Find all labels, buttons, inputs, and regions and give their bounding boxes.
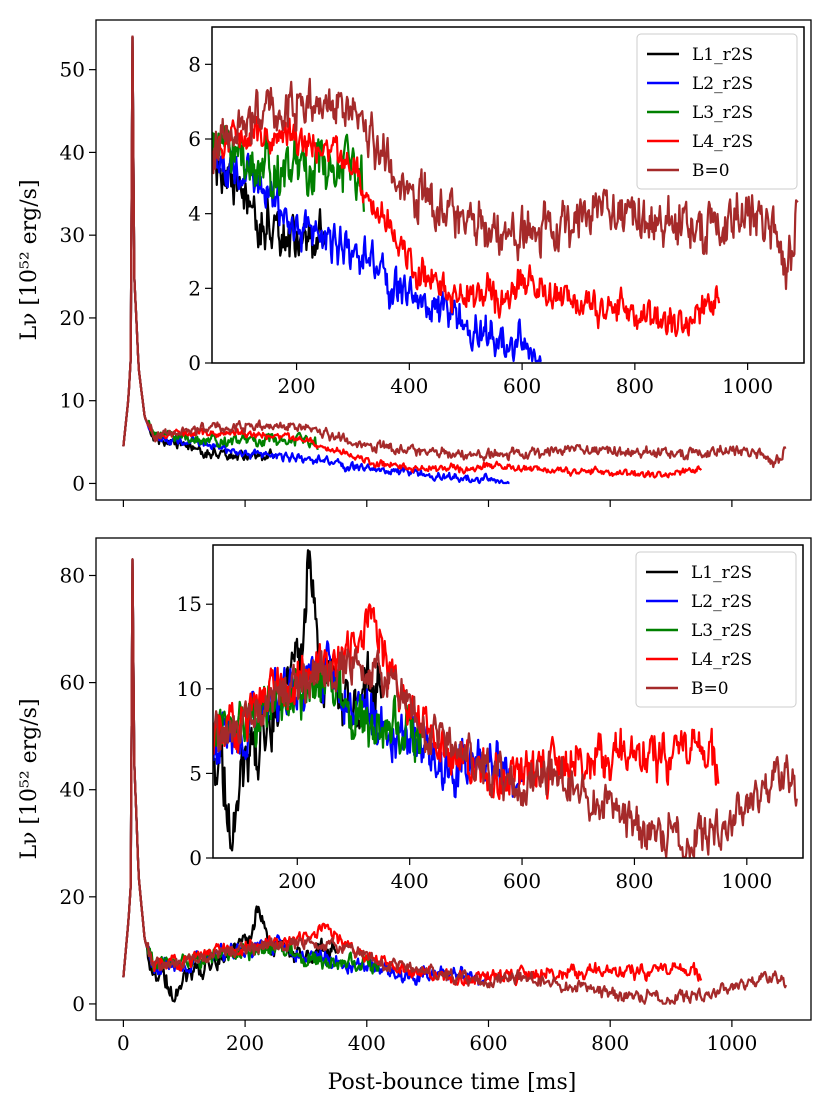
bottom-panel-series [122, 558, 788, 1005]
y-tick-label: 0 [72, 471, 85, 495]
series-line-L3-r2S [212, 122, 365, 212]
y-tick-label: 10 [60, 389, 85, 413]
legend-label: L1_r2S [692, 45, 753, 65]
y-tick-label: 20 [60, 306, 85, 330]
x-axis-label: Post-bounce time [ms] [328, 1070, 577, 1095]
bottom-inset-ticks: 200 400 600 800 1000 0 5 10 15 [177, 592, 773, 893]
x-tick-label: 200 [278, 869, 316, 893]
bottom-panel-ticks: 0 200 400 600 800 1000 0 20 40 60 80 [60, 563, 758, 1055]
series-line-L3-r2S [213, 664, 422, 763]
x-tick-label: 400 [391, 869, 429, 893]
x-tick-label: 600 [503, 374, 541, 398]
series-line-B-0 [213, 647, 798, 858]
legend-label: L3_r2S [692, 103, 753, 123]
legend-label: B=0 [692, 161, 730, 181]
legend-box [636, 33, 798, 190]
x-tick-label: 200 [226, 1031, 264, 1055]
x-tick-label: 200 [277, 374, 315, 398]
legend-label: L3_r2S [691, 621, 752, 641]
y-tick-label: 50 [60, 58, 85, 82]
y-tick-label: 8 [188, 52, 201, 76]
series-line-L3-r2S [122, 558, 381, 978]
y-tick-label: 0 [189, 846, 202, 870]
y-tick-label: 60 [60, 671, 85, 695]
series-line-B-0 [122, 35, 787, 469]
x-tick-label: 600 [469, 1031, 507, 1055]
top-panel-series [122, 35, 787, 485]
y-tick-label: 15 [177, 592, 202, 616]
top-inset-ticks: 200 400 600 800 1000 0 2 4 6 8 [188, 52, 773, 398]
y-tick-label: 10 [177, 677, 202, 701]
y-tick-label: 2 [188, 276, 201, 300]
series-line-L2-r2S [212, 143, 542, 363]
x-tick-label: 400 [390, 374, 428, 398]
y-tick-label: 4 [188, 202, 201, 226]
legend-label: B=0 [691, 679, 729, 699]
series-line-L2-r2S [122, 35, 510, 485]
series-line-B-0 [122, 558, 788, 1005]
legend-label: L1_r2S [691, 563, 752, 583]
bottom-inset: 200 400 600 800 1000 0 5 10 15 L1_r2S L2_r2S L3_r2… [177, 544, 804, 893]
y-tick-label: 0 [188, 351, 201, 375]
y-tick-label: 20 [60, 885, 85, 909]
top-inset-frame [211, 26, 805, 364]
y-tick-label: 80 [60, 563, 85, 587]
x-tick-label: 800 [615, 869, 653, 893]
legend-label: L4_r2S [691, 650, 752, 670]
series-line-L4-r2S [212, 115, 721, 338]
legend-label: L2_r2S [691, 592, 752, 612]
legend-label: L4_r2S [692, 132, 753, 152]
x-tick-label: 400 [348, 1031, 386, 1055]
legend-box [635, 551, 797, 708]
bottom-ylabel: Lν [10⁵² erg/s] [17, 698, 42, 859]
bottom-inset-frame [212, 544, 804, 859]
x-tick-label: 0 [117, 1031, 130, 1055]
x-tick-label: 600 [503, 869, 541, 893]
x-tick-label: 1000 [722, 374, 773, 398]
x-tick-label: 800 [616, 374, 654, 398]
y-tick-label: 40 [60, 140, 85, 164]
series-line-L4-r2S [122, 35, 703, 479]
series-line-B-0 [212, 77, 799, 291]
legend-label: L2_r2S [692, 74, 753, 94]
x-tick-label: 1000 [721, 869, 772, 893]
top-inset: 200 400 600 800 1000 0 2 4 6 8 L1_r2S L2_r2S L3_r2S… [188, 26, 805, 398]
y-tick-label: 5 [189, 761, 202, 785]
x-tick-label: 800 [591, 1031, 629, 1055]
y-tick-label: 40 [60, 778, 85, 802]
y-tick-label: 0 [72, 992, 85, 1016]
top-ylabel: Lν [10⁵² erg/s] [17, 179, 42, 340]
top-inset-legend: L1_r2S L2_r2S L3_r2S L4_r2S B=0 [636, 33, 798, 190]
bottom-inset-series [213, 549, 798, 858]
bottom-inset-legend: L1_r2S L2_r2S L3_r2S L4_r2S B=0 [635, 551, 797, 708]
y-tick-label: 6 [188, 127, 201, 151]
top-inset-series [212, 77, 799, 363]
y-tick-label: 30 [60, 223, 85, 247]
x-tick-label: 1000 [706, 1031, 757, 1055]
